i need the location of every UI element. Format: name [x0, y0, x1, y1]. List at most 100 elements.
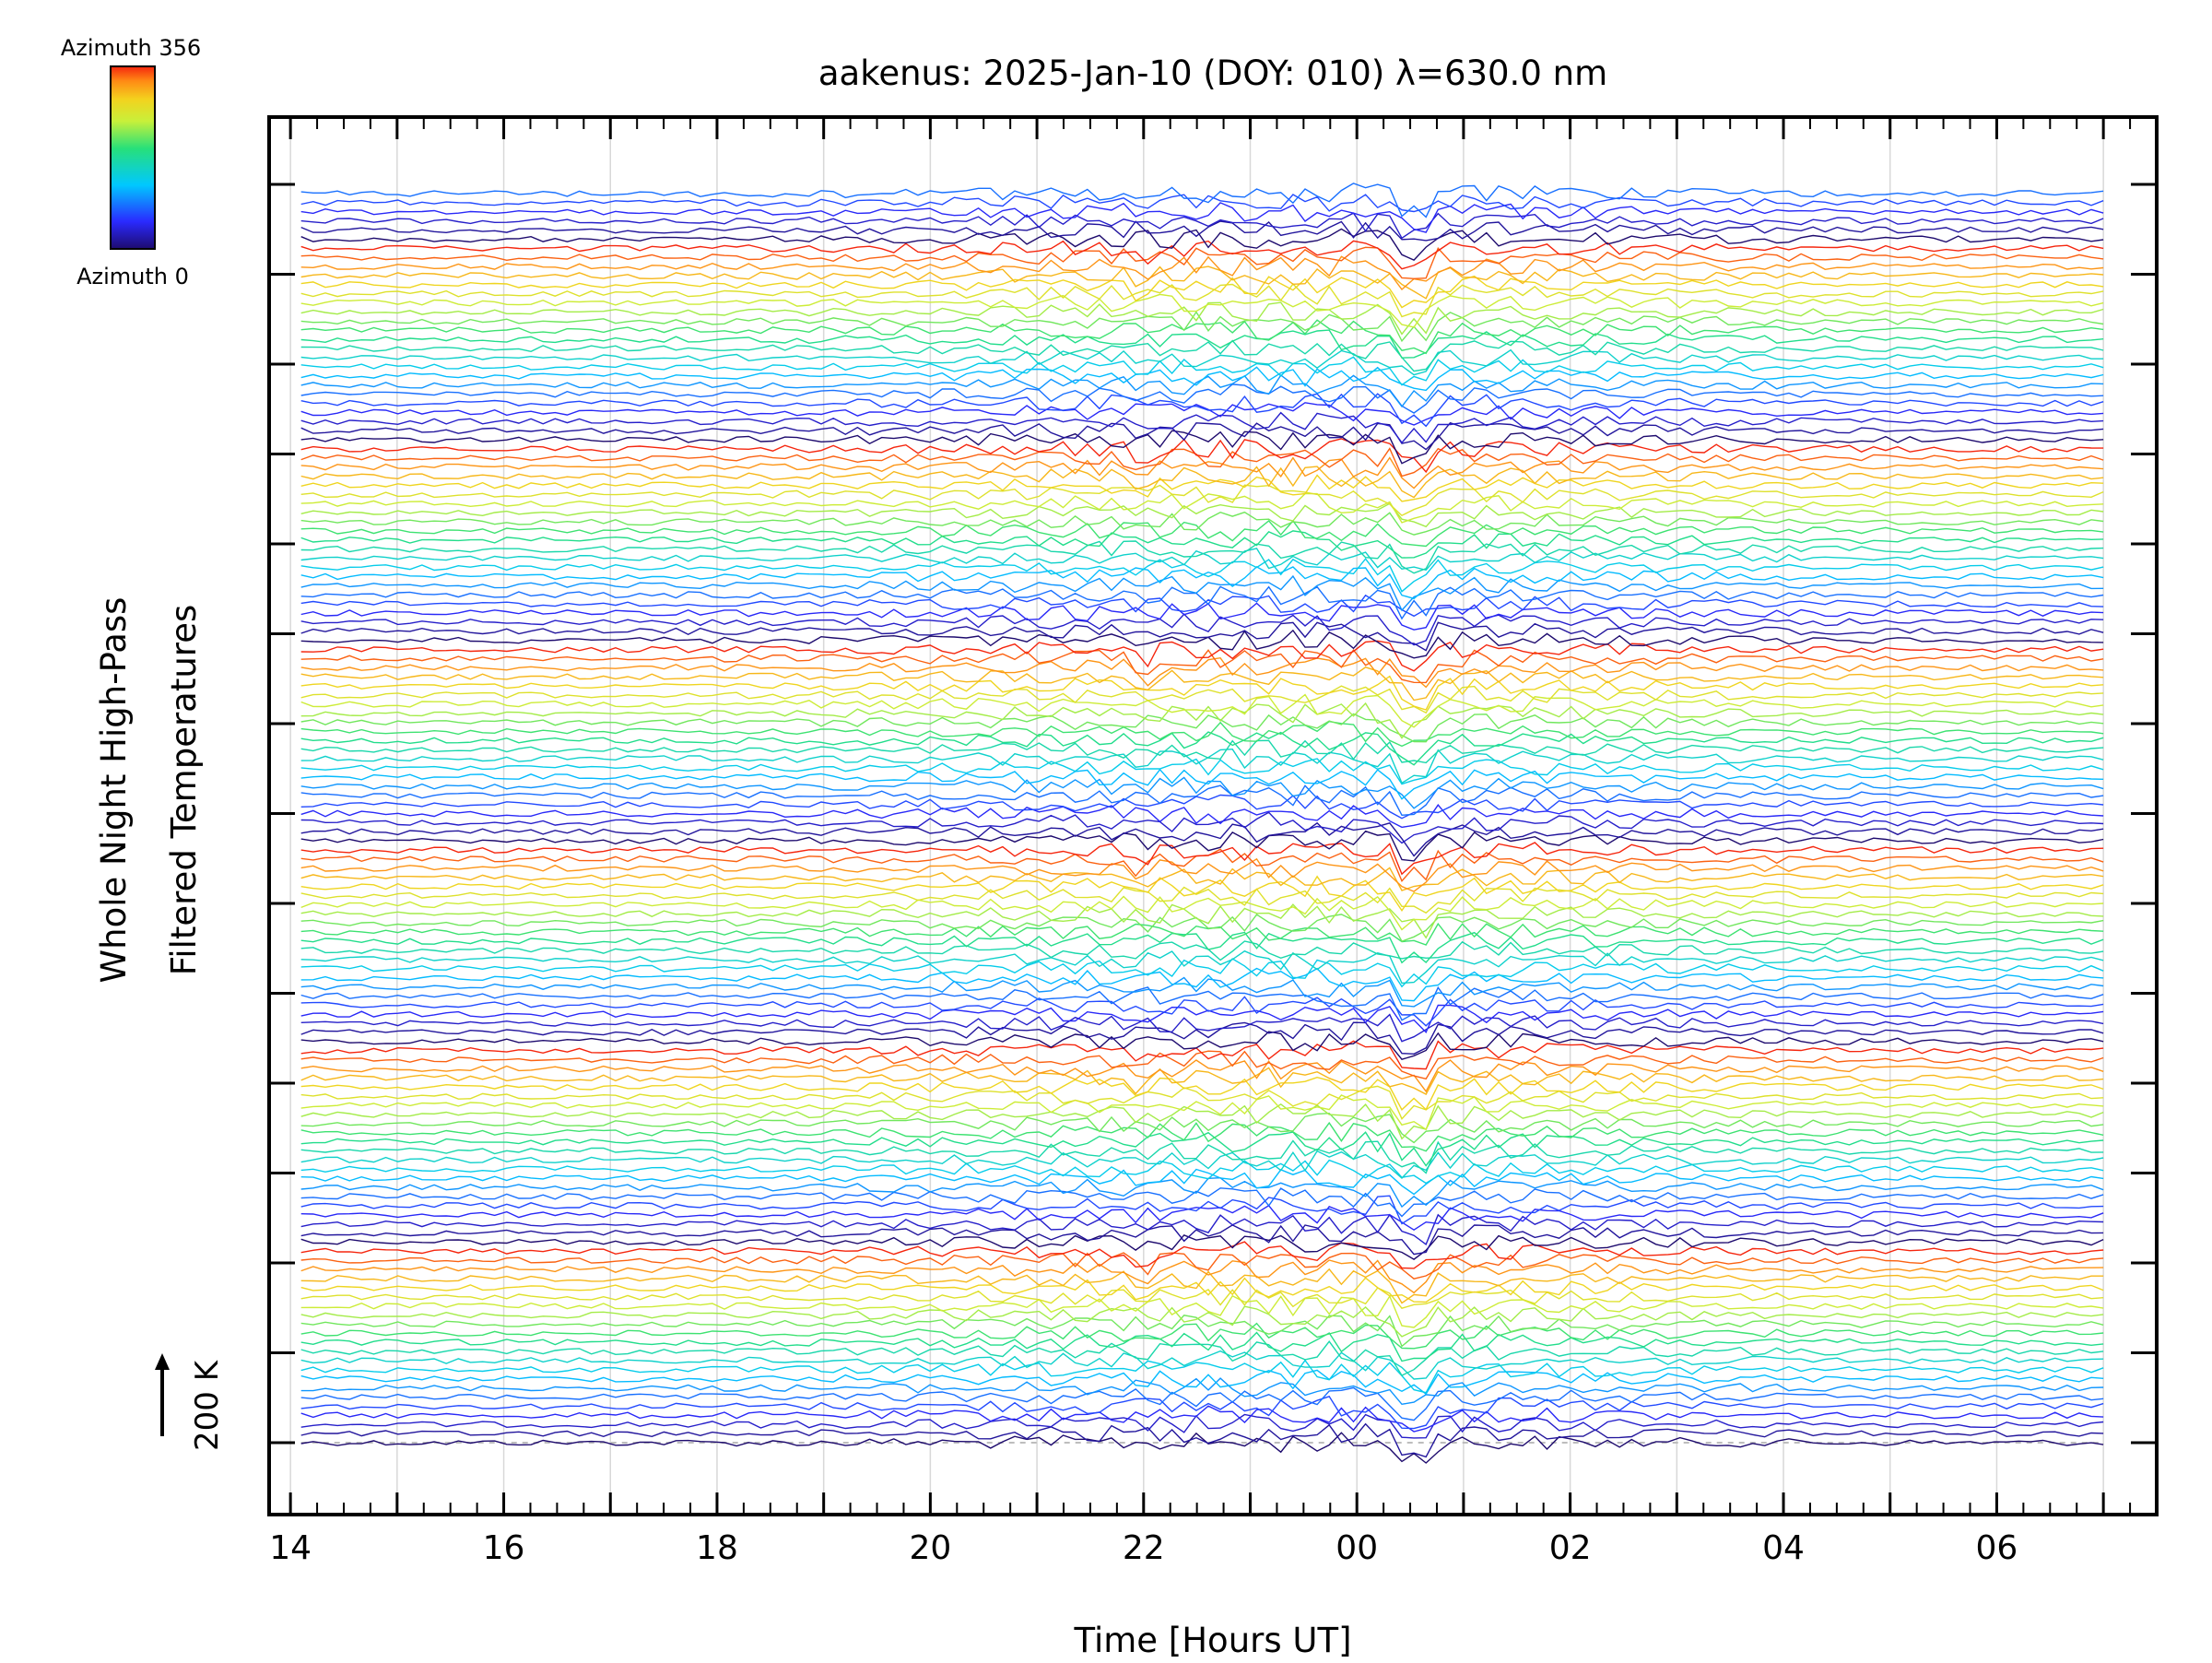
series-line — [300, 530, 2104, 559]
series-line — [300, 421, 2104, 451]
series-line — [300, 922, 2104, 946]
series-line — [300, 283, 2104, 318]
series-line — [300, 558, 2104, 593]
series-line — [300, 811, 2104, 844]
series-line — [300, 1413, 2104, 1439]
series-line — [300, 356, 2104, 386]
series-line — [300, 1224, 2104, 1256]
series-line — [300, 1176, 2104, 1209]
x-tick-label: 14 — [269, 1529, 312, 1567]
series-line — [300, 255, 2104, 291]
series-line — [300, 519, 2104, 548]
series-line — [300, 1031, 2104, 1061]
series-line — [300, 985, 2104, 1021]
plot-frame — [267, 115, 2159, 1516]
series-line — [300, 1268, 2104, 1304]
series-line — [300, 931, 2104, 964]
trace-layer — [300, 183, 2104, 1464]
x-tick-label: 18 — [696, 1529, 738, 1567]
series-line — [300, 1067, 2104, 1095]
series-line — [300, 348, 2104, 376]
series-line — [300, 914, 2104, 942]
series-line — [300, 293, 2104, 328]
series-line — [300, 1213, 2104, 1245]
series-line — [300, 693, 2104, 728]
series-line — [300, 842, 2104, 876]
series-line — [300, 1103, 2104, 1140]
scale-arrow-head — [155, 1353, 170, 1370]
series-line — [300, 383, 2104, 414]
series-line — [300, 875, 2104, 913]
series-line — [300, 502, 2104, 528]
series-line — [300, 456, 2104, 489]
series-line — [300, 1305, 2104, 1338]
series-line — [300, 794, 2104, 820]
series-line — [300, 758, 2104, 785]
series-line — [300, 895, 2104, 931]
series-line — [300, 246, 2104, 280]
series-line — [300, 784, 2104, 817]
series-line — [300, 1359, 2104, 1394]
series-line — [300, 1395, 2104, 1430]
series-line — [300, 1112, 2104, 1144]
series-line — [300, 949, 2104, 985]
tick-layer — [269, 117, 2158, 1515]
series-line — [300, 649, 2104, 684]
series-line — [300, 830, 2104, 862]
series-line — [300, 393, 2104, 428]
series-line — [300, 594, 2104, 618]
series-line — [300, 1241, 2104, 1269]
series-line — [300, 265, 2104, 300]
series-line — [300, 311, 2104, 343]
x-tick-label: 00 — [1335, 1529, 1378, 1567]
series-line — [300, 1259, 2104, 1294]
series-line — [300, 602, 2104, 631]
series-line — [300, 976, 2104, 1008]
series-line — [300, 1059, 2104, 1093]
series-line — [300, 474, 2104, 502]
series-line — [300, 685, 2104, 714]
x-tick-label: 02 — [1549, 1529, 1592, 1567]
series-line — [300, 702, 2104, 739]
series-line — [300, 411, 2104, 444]
series-line — [300, 656, 2104, 689]
x-tick-label: 20 — [909, 1529, 951, 1567]
y-axis-label-line2: Filtered Temperatures — [164, 605, 204, 975]
series-line — [300, 1040, 2104, 1070]
x-tick-label: 22 — [1123, 1529, 1165, 1567]
series-line — [300, 492, 2104, 524]
series-line — [300, 720, 2104, 748]
series-line — [300, 1287, 2104, 1310]
series-line — [300, 640, 2104, 672]
grid-layer — [289, 117, 2104, 1515]
series-line — [300, 1013, 2104, 1043]
series-line — [300, 240, 2104, 270]
series-line — [300, 713, 2104, 743]
series-line — [300, 1004, 2104, 1034]
series-line — [300, 447, 2104, 478]
series-line — [300, 194, 2104, 213]
colorbar-bottom-label: Azimuth 0 — [76, 264, 189, 289]
series-line — [300, 301, 2104, 336]
series-line — [300, 675, 2104, 711]
chart-title: aakenus: 2025-Jan-10 (DOY: 010) λ=630.0 … — [818, 53, 1607, 93]
series-line — [300, 202, 2104, 233]
series-line — [300, 319, 2104, 355]
series-line — [300, 867, 2104, 891]
series-line — [300, 748, 2104, 784]
series-line — [300, 275, 2104, 309]
series-line — [300, 1331, 2104, 1362]
series-line — [300, 329, 2104, 359]
series-line — [300, 1021, 2104, 1056]
series-line — [300, 768, 2104, 800]
scale-label: 200 K — [189, 1359, 226, 1451]
series-line — [300, 1422, 2104, 1458]
y-axis-label-line1: Whole Night High-Pass — [94, 597, 134, 984]
series-line — [300, 1277, 2104, 1303]
series-line — [300, 967, 2104, 1002]
series-line — [300, 857, 2104, 892]
series-line — [300, 1085, 2104, 1120]
x-tick-label: 04 — [1762, 1529, 1805, 1567]
